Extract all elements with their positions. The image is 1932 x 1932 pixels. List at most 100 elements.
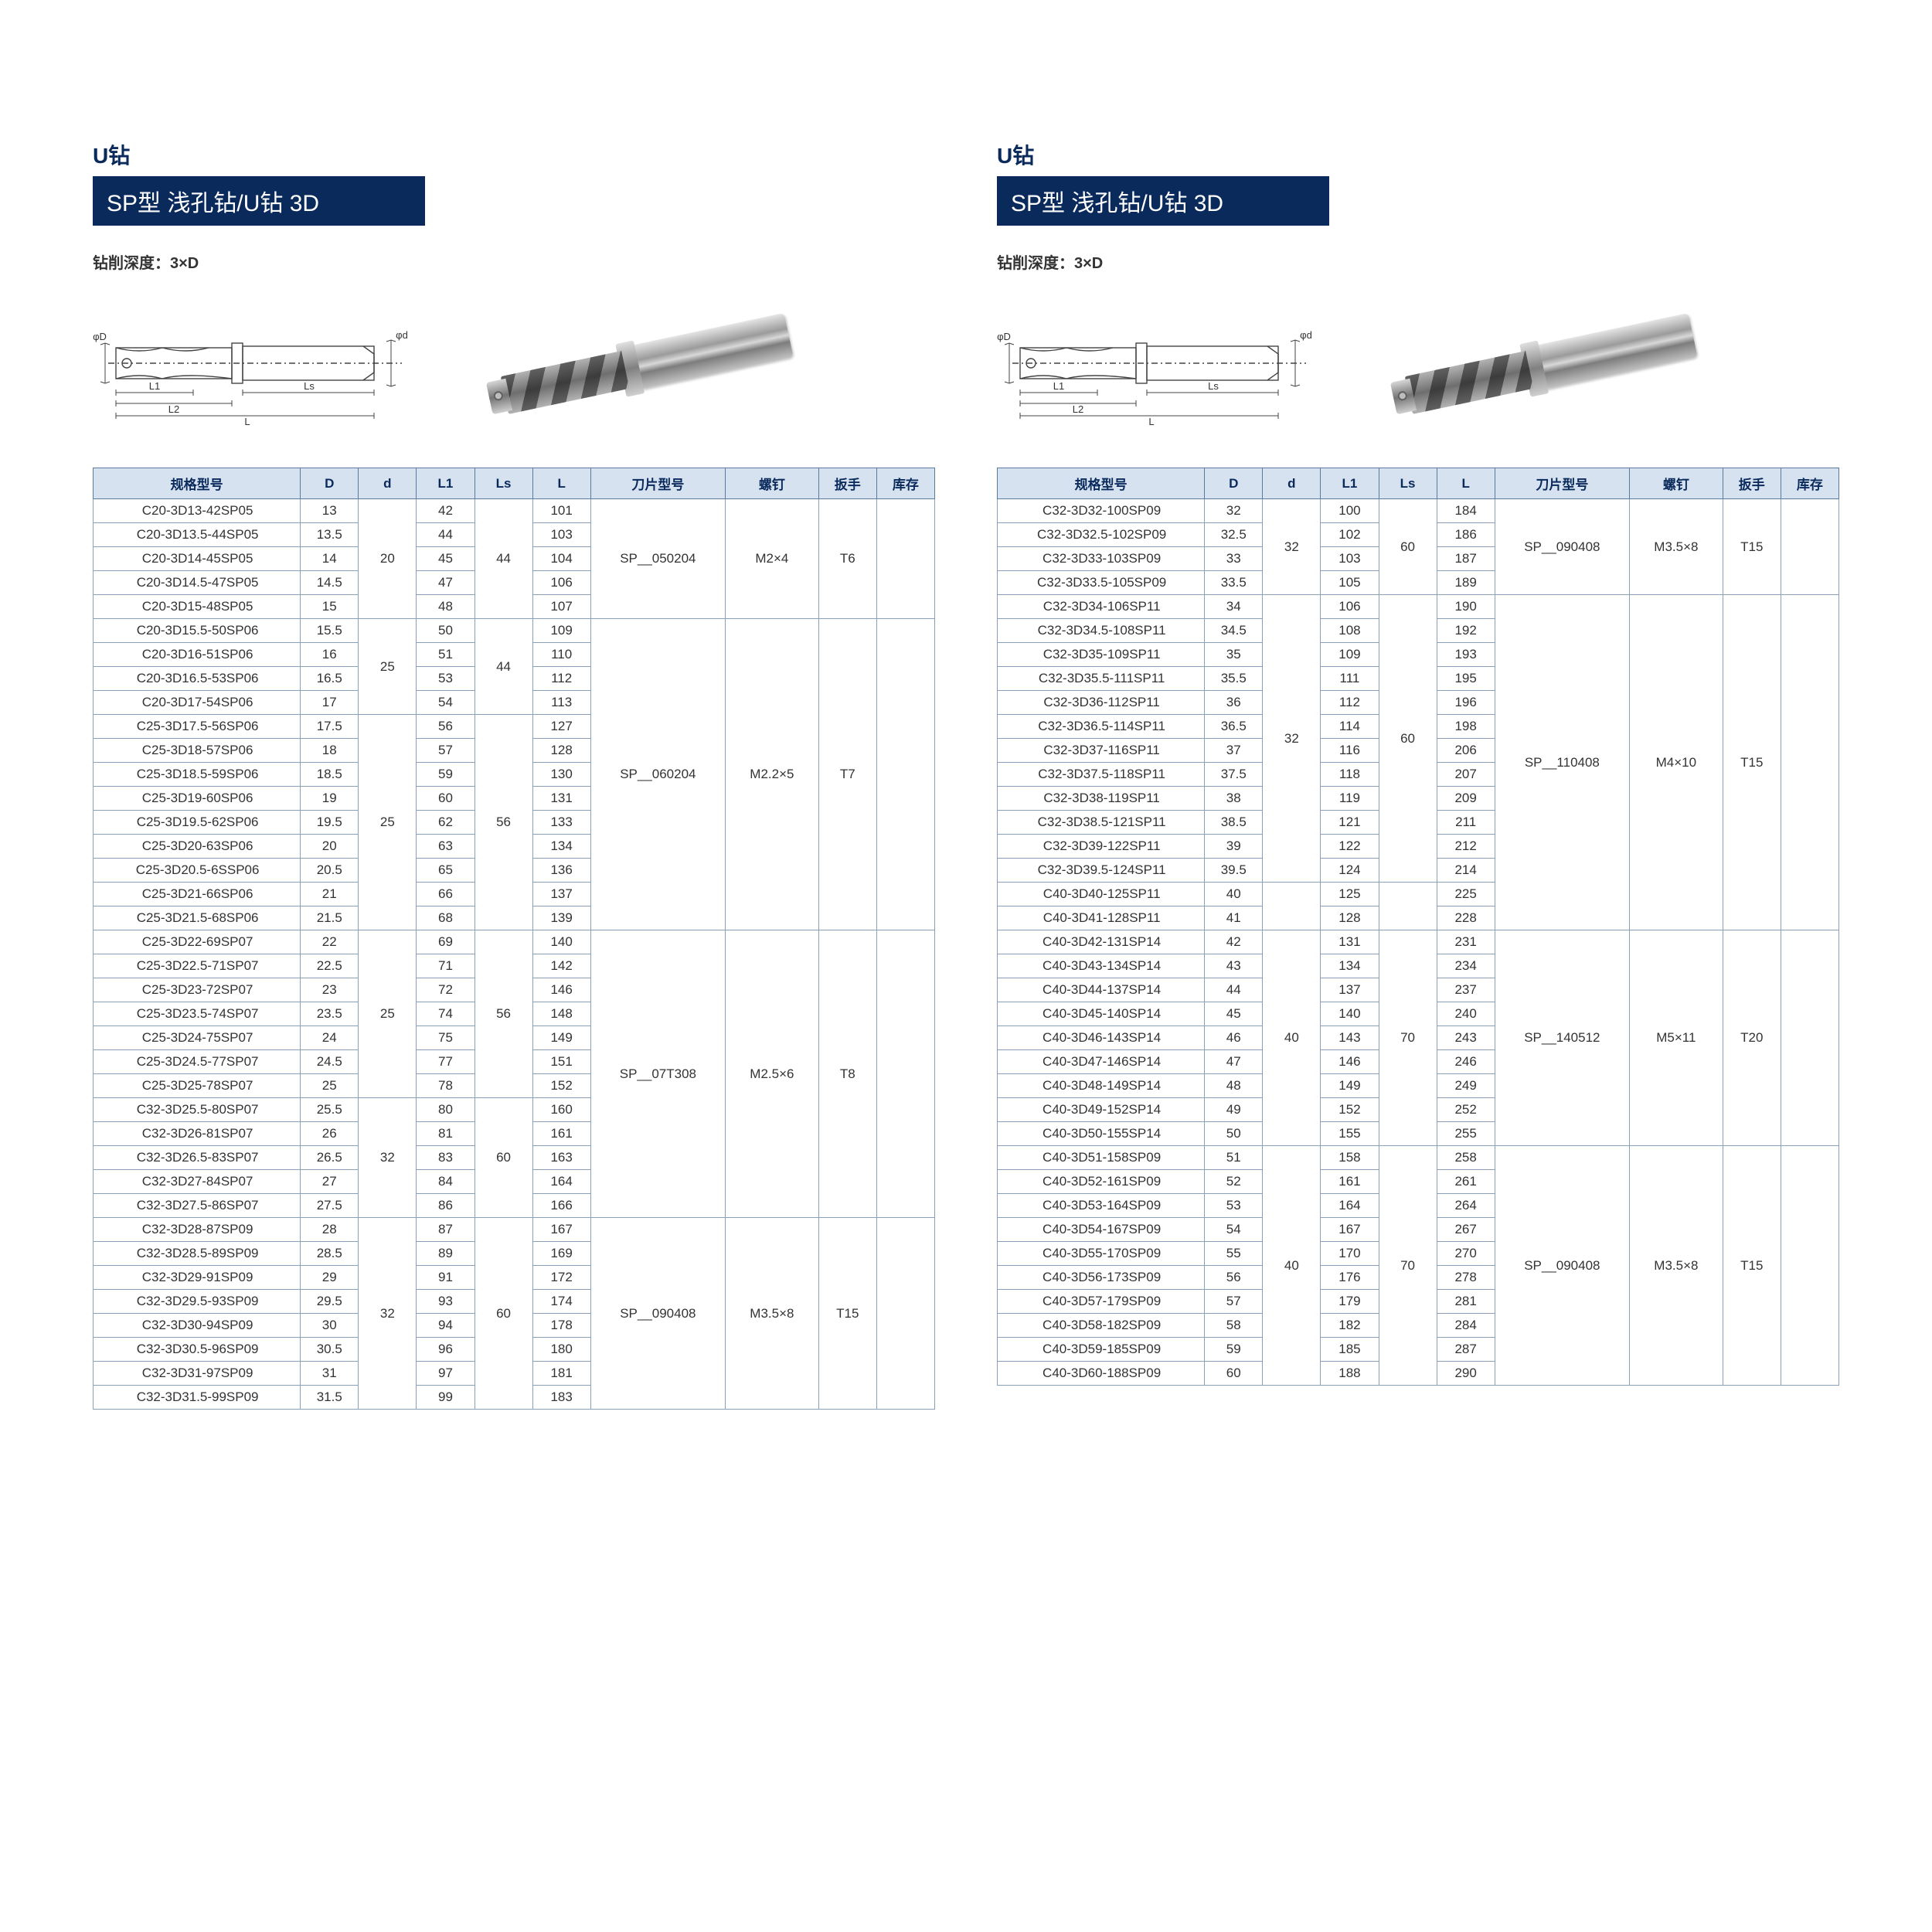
cell-L1: 134 [1321,954,1379,978]
cell-L: 128 [532,739,590,763]
cell-d: 40 [1263,930,1321,1146]
cell-model: C40-3D53-164SP09 [998,1194,1205,1218]
cell-insert: SP__090408 [590,1218,725,1410]
cell-D: 18 [301,739,359,763]
cell-L: 178 [532,1314,590,1338]
cell-D: 55 [1205,1242,1263,1266]
cell-model: C32-3D29-91SP09 [94,1266,301,1290]
cell-D: 54 [1205,1218,1263,1242]
cell-model: C40-3D42-131SP14 [998,930,1205,954]
cell-model: C32-3D33.5-105SP09 [998,571,1205,595]
cell-D: 56 [1205,1266,1263,1290]
cell-wrench: T6 [818,499,876,619]
cell-D: 60 [1205,1362,1263,1386]
cell-wrench: T15 [1723,499,1781,595]
cell-model: C32-3D27-84SP07 [94,1170,301,1194]
cell-model: C40-3D52-161SP09 [998,1170,1205,1194]
cell-D: 33 [1205,547,1263,571]
th-L: L [1437,468,1495,499]
cell-model: C40-3D49-152SP14 [998,1098,1205,1122]
cell-D: 25.5 [301,1098,359,1122]
table-row: C25-3D22-69SP07 22256956140SP__07T308 M2… [94,930,935,954]
cell-D: 21 [301,883,359,906]
cell-L1: 170 [1321,1242,1379,1266]
cell-model: C40-3D41-128SP11 [998,906,1205,930]
svg-text:L2: L2 [168,403,179,415]
cell-stock [1781,499,1838,595]
cell-D: 37 [1205,739,1263,763]
cell-wrench: T20 [1723,930,1781,1146]
table-row: C32-3D28-87SP09 28328760167SP__090408 M3… [94,1218,935,1242]
svg-text:Ls: Ls [1208,380,1219,392]
cell-D: 28.5 [301,1242,359,1266]
cell-L1: 146 [1321,1050,1379,1074]
cell-D: 15.5 [301,619,359,643]
cell-L: 189 [1437,571,1495,595]
cell-L: 267 [1437,1218,1495,1242]
cell-model: C20-3D13.5-44SP05 [94,523,301,547]
cell-D: 50 [1205,1122,1263,1146]
cell-D: 39.5 [1205,859,1263,883]
table-row: C40-3D42-131SP14 424013170231SP__140512 … [998,930,1839,954]
cell-L1: 78 [417,1074,474,1098]
cell-L: 167 [532,1218,590,1242]
cell-model: C32-3D28-87SP09 [94,1218,301,1242]
cell-D: 26 [301,1122,359,1146]
cell-L1: 112 [1321,691,1379,715]
cell-L: 130 [532,763,590,787]
cell-D: 37.5 [1205,763,1263,787]
cell-L: 190 [1437,595,1495,619]
cell-model: C20-3D16.5-53SP06 [94,667,301,691]
cell-L1: 47 [417,571,474,595]
cell-L1: 167 [1321,1218,1379,1242]
cell-screw: M5×11 [1630,930,1723,1146]
cell-L1: 158 [1321,1146,1379,1170]
cell-wrench: T7 [818,619,876,930]
cell-L1: 116 [1321,739,1379,763]
cell-L1: 93 [417,1290,474,1314]
cell-model: C32-3D38-119SP11 [998,787,1205,811]
cell-L1: 80 [417,1098,474,1122]
cell-model: C20-3D14.5-47SP05 [94,571,301,595]
cell-model: C20-3D15.5-50SP06 [94,619,301,643]
cell-model: C32-3D35.5-111SP11 [998,667,1205,691]
cell-model: C25-3D24-75SP07 [94,1026,301,1050]
cell-d: 20 [359,499,417,619]
cell-model: C40-3D43-134SP14 [998,954,1205,978]
cell-D: 24.5 [301,1050,359,1074]
cell-screw: M2×4 [726,499,819,619]
cell-D: 44 [1205,978,1263,1002]
cell-L: 287 [1437,1338,1495,1362]
cell-Ls: 60 [474,1098,532,1218]
cell-D: 40 [1205,883,1263,906]
cell-model: C32-3D30.5-96SP09 [94,1338,301,1362]
cell-D: 13.5 [301,523,359,547]
cell-L1: 91 [417,1266,474,1290]
cell-L1: 83 [417,1146,474,1170]
cell-model: C25-3D25-78SP07 [94,1074,301,1098]
cell-L: 151 [532,1050,590,1074]
subtitle-band: SP型 浅孔钻/U钻 3D [997,176,1329,226]
cell-model: C32-3D32-100SP09 [998,499,1205,523]
table-row: C32-3D34-106SP11 343210660190SP__110408 … [998,595,1839,619]
cell-L: 131 [532,787,590,811]
cell-D: 35.5 [1205,667,1263,691]
cell-L: 228 [1437,906,1495,930]
table-row: C40-3D51-158SP09 514015870258SP__090408 … [998,1146,1839,1170]
cell-L1: 176 [1321,1266,1379,1290]
cell-L: 104 [532,547,590,571]
schematic-diagram: φD φd L1 L2 Ls L [93,309,425,425]
cell-insert: SP__140512 [1495,930,1629,1146]
cell-L1: 152 [1321,1098,1379,1122]
cell-model: C40-3D46-143SP14 [998,1026,1205,1050]
drill-render [459,257,816,477]
svg-text:Ls: Ls [304,380,315,392]
cell-L1: 63 [417,835,474,859]
cell-model: C32-3D39-122SP11 [998,835,1205,859]
cell-L: 206 [1437,739,1495,763]
cell-D: 43 [1205,954,1263,978]
cell-model: C25-3D20.5-6SSP06 [94,859,301,883]
cell-L: 110 [532,643,590,667]
cell-D: 41 [1205,906,1263,930]
cell-L1: 111 [1321,667,1379,691]
